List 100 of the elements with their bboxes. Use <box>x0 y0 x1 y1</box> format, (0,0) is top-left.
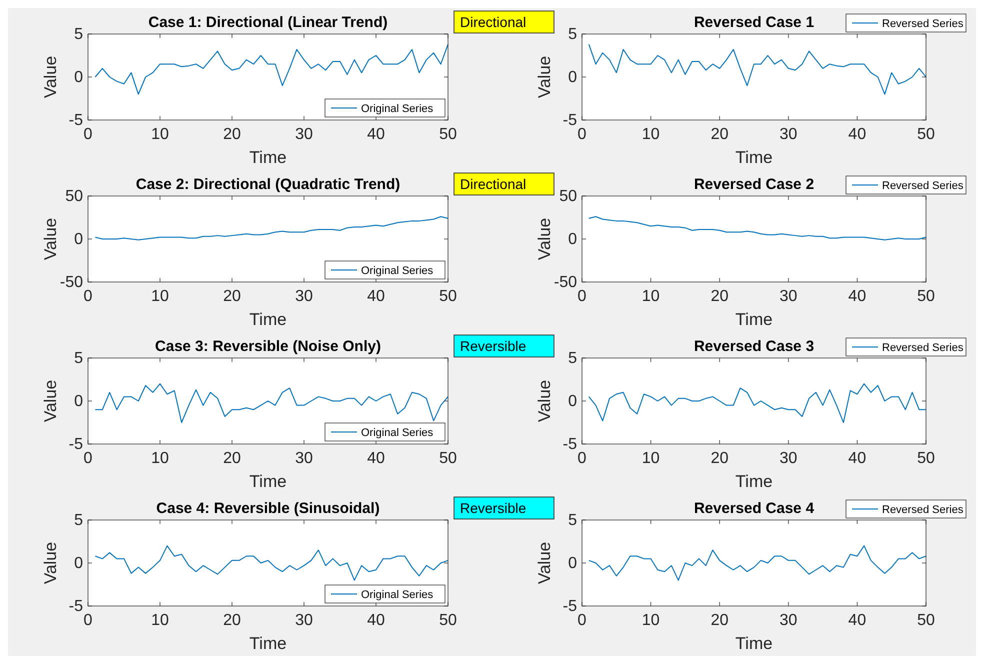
x-axis-title: Time <box>735 472 773 491</box>
x-tick-label: 30 <box>295 450 313 467</box>
x-tick-label: 40 <box>848 126 866 143</box>
x-tick-label: 30 <box>780 450 798 467</box>
y-tick-label: 5 <box>568 512 578 529</box>
x-tick-label: 40 <box>367 126 385 143</box>
y-tick-label: 0 <box>74 555 84 572</box>
y-tick-label: 0 <box>74 231 84 248</box>
x-tick-label: 10 <box>642 288 660 305</box>
y-tick-label: -5 <box>562 598 578 615</box>
x-tick-label: 30 <box>780 288 798 305</box>
y-axis-title: Value <box>535 542 554 584</box>
y-axis-title: Value <box>41 218 60 260</box>
x-tick-label: 40 <box>848 612 866 629</box>
y-tick-label: -5 <box>68 112 84 129</box>
y-tick-label: 0 <box>568 393 578 410</box>
y-tick-label: 5 <box>74 26 84 43</box>
x-tick-label: 20 <box>223 612 241 629</box>
y-axis-title: Value <box>41 56 60 98</box>
text: Reversible <box>460 338 526 354</box>
x-tick-label: 10 <box>151 612 169 629</box>
x-tick-label: 50 <box>439 612 457 629</box>
x-tick-label: 10 <box>151 126 169 143</box>
y-axis-title: Value <box>535 56 554 98</box>
y-tick-label: 0 <box>568 69 578 86</box>
x-tick-label: 10 <box>642 612 660 629</box>
x-tick-label: 20 <box>710 288 729 305</box>
x-tick-label: 30 <box>780 612 798 629</box>
x-tick-label: 50 <box>439 126 457 143</box>
x-tick-label: 50 <box>917 288 935 305</box>
y-tick-label: 0 <box>568 231 578 248</box>
x-tick-label: 20 <box>710 612 729 629</box>
x-tick-label: 50 <box>439 450 457 467</box>
x-tick-label: 40 <box>367 450 385 467</box>
legend-label: Original Series <box>361 427 434 439</box>
y-axis-title: Value <box>41 380 60 422</box>
legend-label: Reversed Series <box>882 18 964 30</box>
line-series <box>588 383 926 423</box>
x-tick-label: 40 <box>848 288 866 305</box>
legend-label: Original Series <box>361 589 434 601</box>
x-tick-label: 50 <box>917 612 935 629</box>
line-series <box>588 216 926 240</box>
x-tick-label: 20 <box>710 126 729 143</box>
y-tick-label: -5 <box>562 112 578 129</box>
y-tick-label: 5 <box>568 350 578 367</box>
legend-label: Reversed Series <box>882 342 964 354</box>
x-tick-label: 10 <box>642 450 660 467</box>
y-axis-title: Value <box>41 542 60 584</box>
y-tick-label: -5 <box>562 436 578 453</box>
x-tick-label: 50 <box>917 126 935 143</box>
x-tick-label: 40 <box>848 450 866 467</box>
x-tick-label: 40 <box>367 612 385 629</box>
y-tick-label: 50 <box>559 188 578 205</box>
x-tick-label: 20 <box>223 288 241 305</box>
legend-label: Original Series <box>361 265 434 277</box>
x-axis-title: Time <box>249 310 287 329</box>
line-series <box>588 44 926 95</box>
legend-label: Reversed Series <box>882 180 964 192</box>
text: Directional <box>460 14 526 30</box>
x-axis-title: Time <box>249 634 287 653</box>
line-series <box>94 545 448 581</box>
line-series <box>588 545 926 581</box>
chart-title: Reversed Case 1 <box>694 14 814 31</box>
x-axis-title: Time <box>735 634 773 653</box>
line-series <box>94 383 448 423</box>
x-tick-label: 20 <box>223 126 241 143</box>
x-tick-label: 50 <box>917 450 935 467</box>
y-tick-label: -50 <box>60 274 84 291</box>
chart-title: Case 4: Reversible (Sinusoidal) <box>156 500 380 517</box>
chart-title: Case 3: Reversible (Noise Only) <box>155 338 381 355</box>
y-tick-label: 50 <box>65 188 84 205</box>
chart-title: Reversed Case 2 <box>694 176 814 193</box>
y-tick-label: 0 <box>74 393 84 410</box>
text: Reversible <box>460 500 526 516</box>
y-tick-label: 5 <box>74 512 84 529</box>
x-tick-label: 10 <box>642 126 660 143</box>
y-tick-label: 5 <box>74 350 84 367</box>
legend-label: Reversed Series <box>882 504 964 516</box>
chart-title: Case 1: Directional (Linear Trend) <box>148 14 388 31</box>
line-series <box>94 216 448 240</box>
chart-title: Reversed Case 3 <box>694 338 814 355</box>
x-tick-label: 40 <box>367 288 385 305</box>
x-tick-label: 30 <box>780 126 798 143</box>
y-axis-title: Value <box>535 380 554 422</box>
y-tick-label: -5 <box>68 436 84 453</box>
x-tick-label: 20 <box>223 450 241 467</box>
y-axis-title: Value <box>535 218 554 260</box>
y-tick-label: 0 <box>568 555 578 572</box>
x-tick-label: 30 <box>295 612 313 629</box>
line-series <box>94 44 448 95</box>
x-tick-label: 30 <box>295 126 313 143</box>
x-tick-label: 10 <box>151 288 169 305</box>
chart-title: Case 2: Directional (Quadratic Trend) <box>136 176 400 193</box>
chart-title: Reversed Case 4 <box>694 500 815 517</box>
y-tick-label: 5 <box>568 26 578 43</box>
x-axis-title: Time <box>735 310 773 329</box>
y-tick-label: 0 <box>74 69 84 86</box>
x-tick-label: 10 <box>151 450 169 467</box>
x-tick-label: 50 <box>439 288 457 305</box>
text: Directional <box>460 176 526 192</box>
